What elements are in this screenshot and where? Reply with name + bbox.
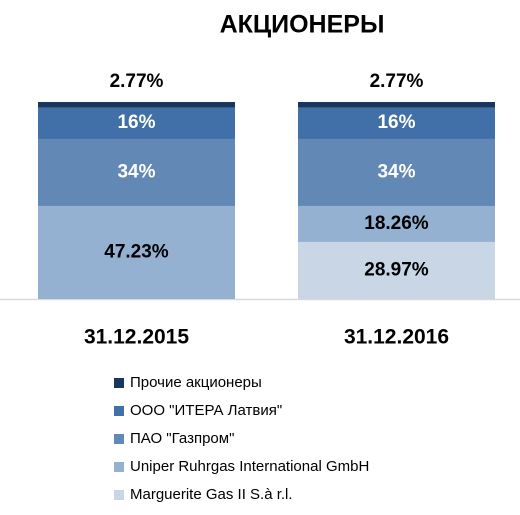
data-label: 16% [117,112,155,133]
data-label: 18.26% [364,213,429,234]
bar-segment [298,138,495,206]
bar-segment [38,107,235,139]
bar-segment [298,102,495,108]
legend-swatch [114,434,124,444]
bar-segment [38,205,235,299]
x-tick-label: 31.12.2016 [344,326,449,349]
legend-label: Прочие акционеры [130,374,262,391]
legend-label: Uniper Ruhrgas International GmbH [130,458,369,475]
bar-segment [298,241,495,299]
legend-label: Marguerite Gas II S.à r.l. [130,486,293,503]
data-label: 2.77% [370,71,424,92]
legend-swatch [114,462,124,472]
legend-swatch [114,378,124,388]
data-label: 16% [377,112,415,133]
bar-segment [298,107,495,139]
data-label: 34% [377,161,415,182]
legend-label: ООО "ИТЕРА Латвия" [130,402,282,419]
bar-segment [298,205,495,242]
legend-swatch [114,406,124,416]
data-label: 28.97% [364,259,429,280]
legend-label: ПАО "Газпром" [130,430,234,447]
chart-title: АКЦИОНЕРЫ [220,11,385,39]
bar-segment [38,102,235,108]
bar-segment [38,138,235,206]
data-label: 47.23% [104,241,169,262]
legend-swatch [114,490,124,500]
x-tick-label: 31.12.2015 [84,326,189,349]
data-label: 34% [117,161,155,182]
data-label: 2.77% [110,71,164,92]
